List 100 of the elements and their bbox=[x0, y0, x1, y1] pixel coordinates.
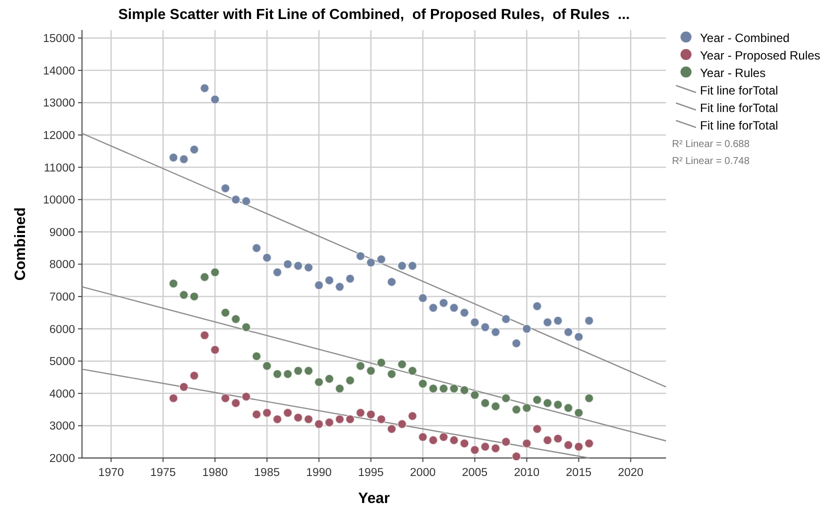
point bbox=[532, 395, 542, 405]
point bbox=[189, 370, 200, 380]
point bbox=[584, 316, 594, 326]
x-tick-label: 2015 bbox=[566, 467, 592, 479]
point bbox=[168, 152, 178, 162]
point bbox=[376, 358, 386, 368]
point bbox=[314, 280, 324, 290]
point bbox=[252, 243, 262, 253]
point bbox=[470, 445, 480, 455]
point bbox=[564, 440, 574, 450]
x-tick-label: 2020 bbox=[618, 467, 644, 479]
point bbox=[241, 196, 251, 206]
point bbox=[334, 384, 345, 394]
point bbox=[480, 398, 490, 408]
point bbox=[366, 366, 376, 376]
point bbox=[532, 301, 542, 311]
point bbox=[293, 412, 303, 422]
x-tick-label: 1970 bbox=[98, 467, 124, 479]
y-tick-label: 9000 bbox=[49, 226, 75, 239]
point bbox=[386, 277, 396, 287]
point bbox=[408, 366, 418, 376]
point bbox=[345, 376, 355, 386]
x-tick-label: 2000 bbox=[410, 467, 436, 479]
point bbox=[376, 414, 386, 424]
point bbox=[272, 267, 282, 278]
point bbox=[345, 274, 355, 284]
point bbox=[386, 369, 396, 379]
point bbox=[189, 144, 200, 154]
point bbox=[501, 393, 511, 404]
point bbox=[252, 410, 262, 420]
point bbox=[428, 302, 438, 313]
point bbox=[366, 410, 376, 420]
point bbox=[386, 424, 396, 434]
point bbox=[282, 369, 293, 379]
y-tick-label: 3000 bbox=[49, 420, 75, 433]
y-tick-label: 2000 bbox=[49, 453, 75, 465]
legend-label: Year - Rules bbox=[700, 66, 766, 80]
point bbox=[564, 327, 574, 337]
point bbox=[262, 361, 272, 371]
point bbox=[304, 366, 314, 376]
point bbox=[542, 435, 552, 446]
point bbox=[553, 400, 563, 410]
point bbox=[512, 404, 522, 414]
point bbox=[220, 308, 230, 318]
x-tick-label: 2010 bbox=[514, 467, 540, 479]
point bbox=[304, 262, 314, 272]
point bbox=[200, 272, 210, 282]
point bbox=[501, 314, 511, 324]
legend-label: Fit line forTotal bbox=[700, 101, 778, 115]
chart-title: Simple Scatter with Fit Line of Combined, of Proposed Rules, of Rules ... bbox=[118, 7, 630, 23]
x-axis-title: Year bbox=[358, 490, 390, 507]
point bbox=[189, 292, 200, 302]
point bbox=[210, 94, 220, 104]
y-axis-title: Combined bbox=[12, 207, 29, 281]
point bbox=[179, 290, 189, 300]
text: R² Linear = 0.688 bbox=[672, 139, 750, 150]
point bbox=[522, 403, 532, 413]
x-tick-label: 1980 bbox=[202, 467, 228, 479]
point bbox=[334, 414, 345, 424]
point bbox=[356, 408, 366, 418]
point bbox=[408, 411, 418, 421]
point bbox=[324, 374, 334, 384]
point bbox=[230, 314, 241, 324]
point bbox=[324, 418, 334, 428]
point bbox=[449, 302, 459, 313]
point bbox=[282, 259, 293, 269]
point bbox=[418, 432, 428, 442]
point bbox=[220, 183, 230, 194]
point bbox=[241, 322, 251, 332]
point bbox=[356, 361, 366, 371]
point bbox=[293, 366, 303, 376]
point bbox=[460, 438, 470, 448]
point bbox=[449, 435, 459, 446]
point bbox=[460, 385, 470, 395]
point bbox=[574, 408, 584, 418]
point bbox=[584, 438, 594, 448]
point bbox=[334, 282, 345, 292]
y-tick-label: 4000 bbox=[49, 388, 75, 400]
y-tick-label: 10000 bbox=[43, 194, 75, 207]
point bbox=[179, 382, 189, 392]
point bbox=[532, 424, 542, 434]
x-tick-label: 1990 bbox=[306, 467, 332, 479]
point bbox=[438, 384, 448, 394]
point bbox=[449, 384, 459, 394]
legend-label: Year - Combined bbox=[700, 31, 790, 45]
point bbox=[262, 252, 272, 263]
point bbox=[314, 419, 324, 429]
point bbox=[220, 393, 230, 404]
y-tick-label: 6000 bbox=[49, 324, 75, 336]
point bbox=[230, 398, 241, 408]
point bbox=[480, 322, 490, 332]
point bbox=[304, 414, 314, 424]
point bbox=[574, 442, 584, 452]
point bbox=[168, 278, 178, 288]
point bbox=[490, 444, 500, 454]
point bbox=[356, 251, 366, 261]
point bbox=[480, 442, 490, 452]
point bbox=[210, 344, 220, 355]
point bbox=[179, 154, 189, 164]
point bbox=[512, 338, 522, 348]
